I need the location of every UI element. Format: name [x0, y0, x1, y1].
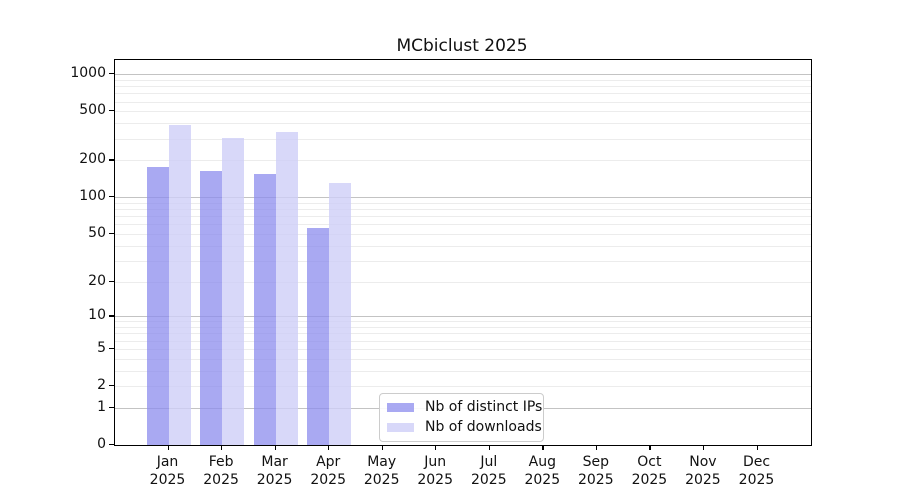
gridline-minor-7	[115, 333, 811, 335]
gridline-minor-70	[115, 216, 811, 218]
chart-title: MCbiclust 2025	[396, 36, 528, 56]
gridline-minor-6	[115, 340, 811, 342]
xtick-label-dec: Dec 2025	[738, 454, 775, 488]
legend: Nb of distinct IPs Nb of downloads	[379, 393, 544, 442]
ytick-label-10: 10	[88, 307, 106, 324]
ytick-mark-1	[109, 406, 114, 409]
ytick-label-20: 20	[88, 272, 106, 289]
xtick-label-nov: Nov 2025	[685, 454, 721, 488]
bar-mar-distinct-ips	[253, 173, 276, 445]
xtick-label-jan: Jan 2025	[149, 454, 186, 488]
gridline-minor-500	[115, 111, 811, 113]
xtick-mark-jul	[488, 445, 491, 451]
gridline-minor-90	[115, 202, 811, 204]
gridline-minor-9	[115, 321, 811, 323]
gridline-minor-60	[115, 224, 811, 226]
ytick-mark-0	[109, 444, 114, 446]
gridline-minor-200	[115, 160, 811, 162]
xtick-mark-mar	[274, 445, 276, 451]
ytick-mark-50	[109, 232, 114, 235]
xtick-label-feb: Feb 2025	[203, 454, 239, 488]
gridline-minor-20	[115, 281, 811, 283]
gridline-minor-400	[115, 123, 811, 125]
gridline-minor-5	[115, 348, 811, 350]
gridline-major-1000	[115, 74, 811, 76]
bar-apr-distinct-ips	[307, 227, 330, 445]
bar-mar-downloads	[275, 132, 298, 445]
xtick-label-mar: Mar 2025	[256, 454, 293, 488]
ytick-mark-200	[109, 159, 114, 161]
xtick-label-jul: Jul 2025	[470, 454, 507, 488]
xtick-label-sep: Sep 2025	[577, 454, 614, 488]
xtick-mark-jan	[167, 445, 169, 451]
legend-label: Nb of distinct IPs	[425, 399, 543, 415]
xtick-mark-oct	[649, 445, 651, 451]
bar-apr-downloads	[329, 183, 352, 445]
xtick-mark-may	[381, 445, 383, 451]
xtick-mark-nov	[702, 445, 705, 451]
ytick-label-200: 200	[79, 151, 106, 168]
gridline-minor-4	[115, 358, 811, 360]
bar-feb-distinct-ips	[200, 171, 223, 445]
xtick-mark-feb	[221, 445, 223, 451]
xtick-label-jun: Jun 2025	[417, 454, 453, 488]
gridline-minor-900	[115, 79, 811, 81]
ytick-mark-500	[109, 110, 114, 112]
gridline-minor-800	[115, 86, 811, 87]
xtick-mark-apr	[328, 445, 330, 451]
xtick-label-apr: Apr 2025	[310, 454, 346, 488]
ytick-mark-10	[109, 315, 114, 317]
xtick-mark-aug	[542, 445, 544, 451]
legend-item-downloads: Nb of downloads	[387, 419, 542, 435]
bar-jan-downloads	[168, 125, 191, 445]
gridline-major-10	[115, 316, 811, 318]
gridline-minor-40	[115, 245, 811, 247]
ytick-label-5: 5	[97, 339, 106, 356]
ytick-label-500: 500	[79, 102, 106, 119]
gridline-minor-8	[115, 327, 811, 328]
xtick-label-aug: Aug 2025	[524, 454, 561, 488]
ytick-mark-20	[109, 280, 114, 282]
xtick-label-may: May 2025	[363, 454, 400, 488]
plot-area: Nb of distinct IPs Nb of downloads	[114, 59, 812, 446]
xtick-mark-jun	[435, 445, 437, 451]
xtick-label-oct: Oct 2025	[631, 454, 668, 488]
gridline-minor-80	[115, 209, 811, 211]
ytick-label-1: 1	[97, 398, 106, 415]
gridline-minor-700	[115, 93, 811, 95]
ytick-mark-2	[109, 385, 114, 387]
legend-swatch-downloads	[387, 422, 414, 432]
bar-jan-distinct-ips	[146, 167, 169, 445]
gridline-minor-300	[115, 138, 811, 140]
ytick-label-1000: 1000	[70, 65, 106, 82]
gridline-major-100	[115, 197, 811, 199]
ytick-label-0: 0	[97, 436, 106, 452]
gridline-minor-3	[115, 370, 811, 372]
ytick-mark-1000	[109, 73, 114, 75]
legend-swatch-distinct-ips	[387, 402, 414, 412]
gridline-minor-30	[115, 260, 811, 262]
ytick-mark-100	[109, 196, 114, 198]
ytick-label-100: 100	[79, 188, 106, 205]
bar-feb-downloads	[222, 137, 245, 445]
legend-label: Nb of downloads	[425, 419, 542, 435]
ytick-label-2: 2	[97, 377, 106, 393]
gridline-minor-600	[115, 101, 811, 103]
gridline-minor-50	[115, 233, 811, 235]
xtick-mark-sep	[595, 445, 598, 451]
legend-item-distinct-ips: Nb of distinct IPs	[387, 399, 542, 415]
ytick-mark-5	[109, 347, 114, 350]
xtick-mark-dec	[756, 445, 758, 451]
gridline-minor-2	[115, 386, 811, 387]
ytick-label-50: 50	[88, 224, 106, 241]
